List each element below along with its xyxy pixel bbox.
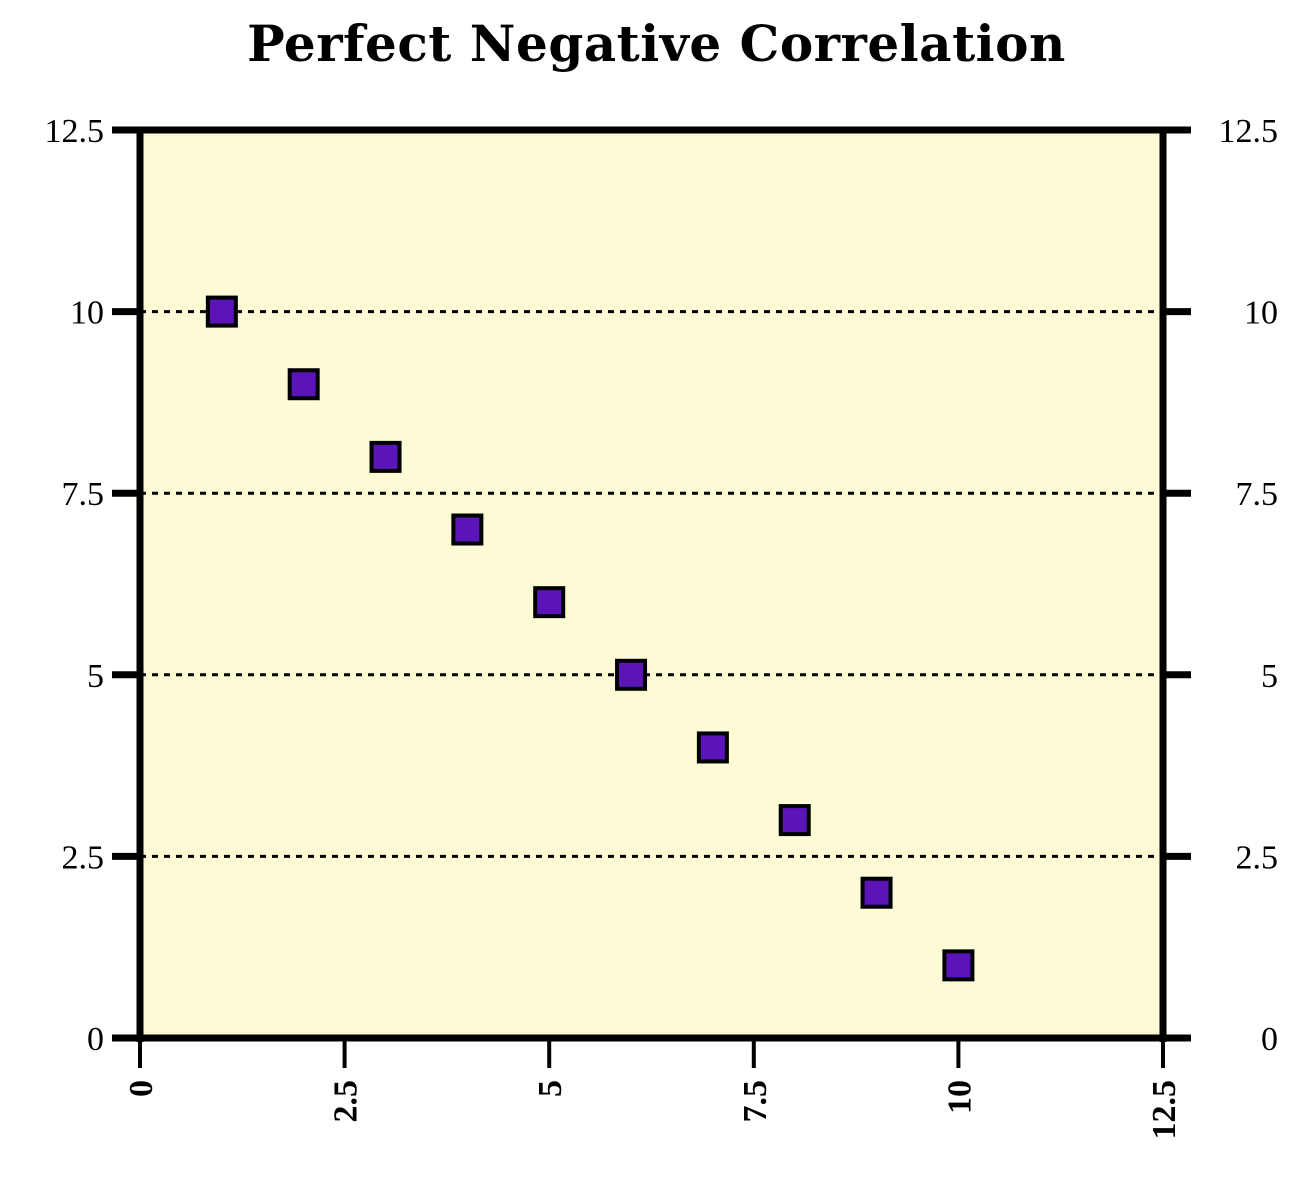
y-tick-label-right: 0 <box>1261 1021 1278 1058</box>
y-tick-label-right: 12.5 <box>1219 113 1279 150</box>
y-tick-label-right: 10 <box>1244 295 1278 332</box>
x-tick-label: 0 <box>123 1080 160 1097</box>
axes <box>112 126 1191 1042</box>
y-tick-label-right: 2.5 <box>1236 839 1279 876</box>
y-tick-label-right: 5 <box>1261 658 1278 695</box>
data-point-marker <box>287 368 320 401</box>
data-point-marker <box>369 440 402 473</box>
chart-title: Perfect Negative Correlation <box>247 14 1066 73</box>
plot-area <box>140 130 1163 1038</box>
data-point-marker <box>860 876 893 909</box>
y-tick-label: 0 <box>87 1021 104 1058</box>
y-tick-label: 5 <box>87 658 104 695</box>
x-tick-label: 10 <box>941 1080 978 1114</box>
gridlines <box>140 310 1163 858</box>
x-tick-label: 5 <box>532 1080 569 1097</box>
y-tick-label: 12.5 <box>45 113 105 150</box>
y-tick-label: 10 <box>70 295 104 332</box>
data-point-marker <box>615 658 648 691</box>
data-point-marker <box>778 804 811 837</box>
x-tick-label: 2.5 <box>328 1080 365 1123</box>
data-point-marker <box>451 513 484 546</box>
y-tick-label-right: 7.5 <box>1236 476 1279 513</box>
y-tick-label: 7.5 <box>62 476 105 513</box>
y-tick-label: 2.5 <box>62 839 105 876</box>
y-axis-right-ticks: 0 2.5 5 7.5 10 12.5 <box>1163 113 1278 1058</box>
data-point-marker <box>533 586 566 619</box>
data-point-marker <box>696 731 729 764</box>
data-point-marker <box>205 295 238 328</box>
x-axis-ticks: 0 2.5 5 7.5 10 12.5 <box>123 1038 1183 1140</box>
x-tick-label: 12.5 <box>1146 1080 1183 1140</box>
data-points <box>205 295 975 982</box>
x-tick-label: 7.5 <box>737 1080 774 1123</box>
data-point-marker <box>942 949 975 982</box>
y-axis-left-ticks: 0 2.5 5 7.5 10 12.5 <box>45 113 140 1058</box>
